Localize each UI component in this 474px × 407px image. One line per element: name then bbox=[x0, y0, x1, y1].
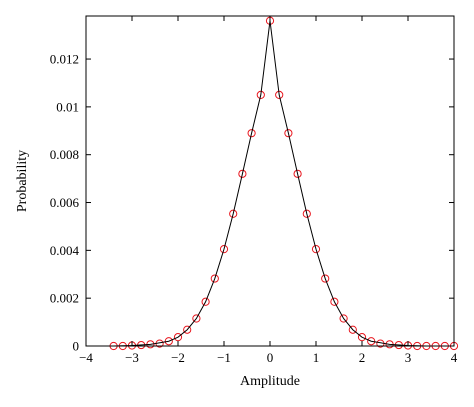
data-point bbox=[219, 245, 229, 254]
data-point bbox=[311, 245, 321, 254]
data-point bbox=[183, 325, 192, 334]
x-axis-label: Amplitude bbox=[240, 374, 300, 389]
y-tick-label: 0.004 bbox=[50, 243, 80, 258]
x-tick-label: −3 bbox=[125, 350, 139, 365]
x-tick-label: −1 bbox=[217, 350, 231, 365]
data-point bbox=[293, 169, 302, 178]
data-point bbox=[164, 337, 173, 346]
x-tick-label: −4 bbox=[79, 350, 93, 365]
data-point bbox=[367, 337, 376, 346]
data-point bbox=[339, 314, 348, 323]
data-point bbox=[330, 297, 339, 306]
data-point bbox=[210, 274, 219, 283]
data-point bbox=[284, 129, 293, 138]
y-tick-label: 0.006 bbox=[50, 195, 80, 210]
series-1-line bbox=[113, 20, 454, 347]
data-point bbox=[201, 297, 210, 306]
x-tick-label: 0 bbox=[267, 350, 274, 365]
data-point bbox=[357, 333, 367, 342]
data-point bbox=[229, 209, 238, 218]
data-point bbox=[247, 129, 256, 138]
data-point bbox=[321, 274, 330, 283]
y-tick-label: 0.012 bbox=[50, 52, 79, 67]
x-tick-label: −2 bbox=[171, 350, 185, 365]
data-point bbox=[348, 325, 357, 334]
data-point bbox=[173, 333, 183, 342]
x-tick-label: 2 bbox=[359, 350, 366, 365]
plot-area bbox=[109, 16, 459, 351]
x-tick-label: 3 bbox=[405, 350, 412, 365]
y-tick-label: 0.01 bbox=[56, 99, 79, 114]
data-point bbox=[238, 169, 247, 178]
y-tick-label: 0.008 bbox=[50, 147, 79, 162]
data-point bbox=[302, 209, 311, 218]
axes-frame bbox=[85, 15, 455, 347]
y-tick-label: 0 bbox=[73, 339, 80, 354]
x-axis-ticks: −4 −3 −2 −1 0 1 2 3 4 bbox=[79, 16, 458, 365]
y-axis-label: Probability bbox=[15, 150, 30, 212]
data-point bbox=[192, 314, 201, 323]
y-tick-label: 0.002 bbox=[50, 291, 79, 306]
x-tick-label: 4 bbox=[451, 350, 458, 365]
x-tick-label: 1 bbox=[313, 350, 320, 365]
y-axis-ticks: 0 0.002 0.004 0.006 0.008 0.01 0.012 bbox=[50, 52, 454, 354]
